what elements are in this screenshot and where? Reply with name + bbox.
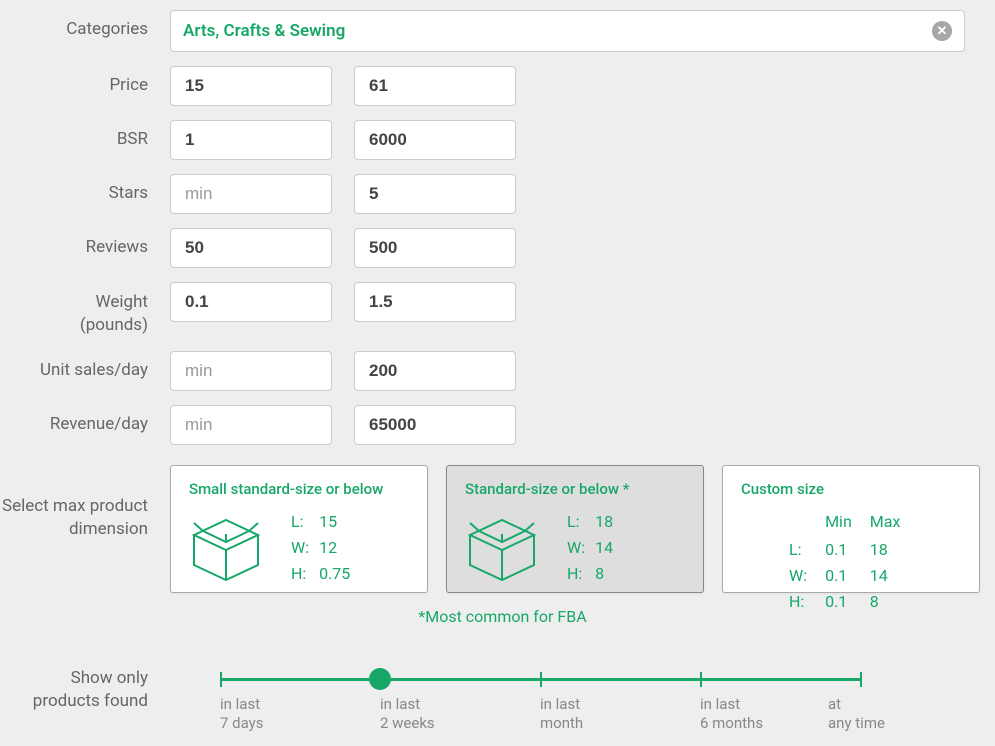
clear-category-icon[interactable]: ✕ <box>932 21 952 41</box>
price-max-input[interactable] <box>354 66 516 106</box>
price-min-input[interactable] <box>170 66 332 106</box>
bsr-max-input[interactable] <box>354 120 516 160</box>
dimension-card-standard[interactable]: Standard-size or below * L:18 W:14 H:8 <box>446 465 704 593</box>
dimension-values: L:18 W:14 H:8 <box>565 508 623 588</box>
time-range-slider[interactable]: in last 7 days in last 2 weeks in last m… <box>190 658 965 695</box>
revenue-max-input[interactable] <box>354 405 516 445</box>
weight-min-input[interactable] <box>170 282 332 322</box>
reviews-min-input[interactable] <box>170 228 332 268</box>
dimension-card-small[interactable]: Small standard-size or below L:15 W:12 H… <box>170 465 428 593</box>
revenue-min-input[interactable] <box>170 405 332 445</box>
unitsales-max-input[interactable] <box>354 351 516 391</box>
dimension-card-custom[interactable]: Custom size MinMax L:0.118 W:0.114 H:0.1… <box>722 465 980 593</box>
weight-max-input[interactable] <box>354 282 516 322</box>
unitsales-label: Unit sales/day <box>0 351 170 380</box>
categories-label: Categories <box>0 10 170 39</box>
revenue-label: Revenue/day <box>0 405 170 434</box>
weight-label: Weight (pounds) <box>0 282 170 337</box>
categories-value: Arts, Crafts & Sewing <box>183 21 345 41</box>
dimension-values: L:15 W:12 H:0.75 <box>289 508 360 588</box>
slider-handle[interactable] <box>369 668 391 690</box>
slider-label: Show only products found <box>0 658 170 713</box>
unitsales-min-input[interactable] <box>170 351 332 391</box>
card-title: Custom size <box>741 480 961 498</box>
box-icon <box>465 515 539 581</box>
bsr-min-input[interactable] <box>170 120 332 160</box>
slider-track <box>220 678 860 681</box>
box-icon <box>189 515 263 581</box>
stars-min-input[interactable] <box>170 174 332 214</box>
custom-dimension-values: MinMax L:0.118 W:0.114 H:0.18 <box>779 508 910 616</box>
card-title: Small standard-size or below <box>189 480 409 498</box>
dimension-label: Select max product dimension <box>0 465 170 541</box>
card-title: Standard-size or below * <box>465 480 685 498</box>
price-label: Price <box>0 66 170 95</box>
categories-input[interactable]: Arts, Crafts & Sewing ✕ <box>170 10 965 52</box>
stars-max-input[interactable] <box>354 174 516 214</box>
reviews-max-input[interactable] <box>354 228 516 268</box>
bsr-label: BSR <box>0 120 170 149</box>
stars-label: Stars <box>0 174 170 203</box>
reviews-label: Reviews <box>0 228 170 257</box>
